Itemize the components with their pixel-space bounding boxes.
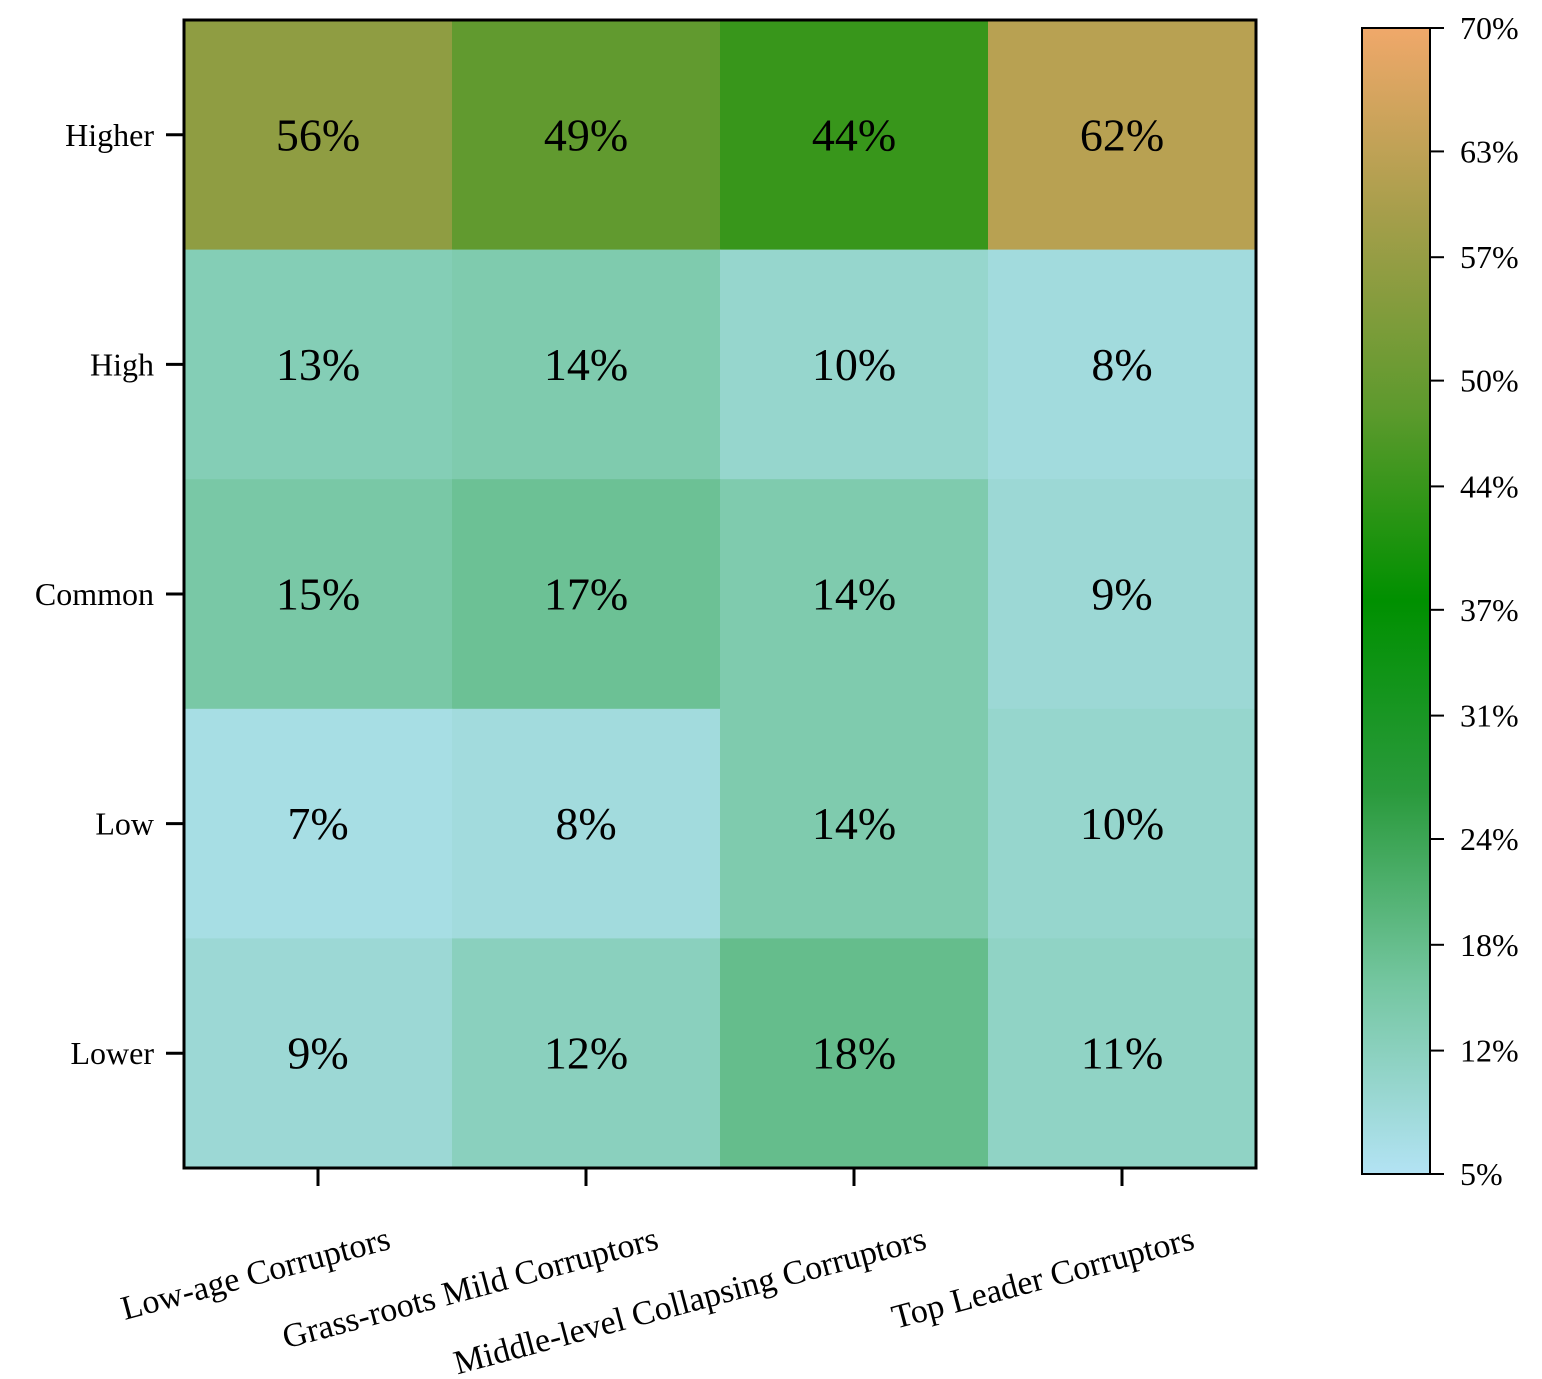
cell-value-label: 17% (544, 569, 628, 620)
colorbar-axis: 5% 12% 18% 24% 31% 37% 44% 50% 57% 63% 70% (1430, 10, 1519, 1192)
cell-value-label: 18% (812, 1028, 896, 1079)
heatmap-cell (720, 708, 989, 939)
heatmap-cell (988, 708, 1257, 939)
cell-value-label: 8% (555, 798, 616, 849)
heatmap-cell (988, 479, 1257, 710)
heatmap-cell (720, 249, 989, 480)
colorbar-tick-label: 12% (1460, 1033, 1519, 1069)
cell-value-label: 8% (1091, 339, 1152, 390)
colorbar-tick-label: 5% (1460, 1156, 1503, 1192)
heatmap-cell (184, 708, 453, 939)
colorbar-tick-label: 31% (1460, 698, 1519, 734)
cell-value-label: 10% (1080, 798, 1164, 849)
cell-value-label: 14% (812, 798, 896, 849)
colorbar-tick-label: 57% (1460, 239, 1519, 275)
colorbar-tick-label: 44% (1460, 468, 1519, 504)
colorbar (1361, 27, 1431, 1175)
y-tick-label: Higher (65, 117, 154, 153)
cell-value-label: 7% (287, 798, 348, 849)
cell-value-label: 15% (276, 569, 360, 620)
cell-value-label: 44% (812, 109, 896, 160)
colorbar-tick-label: 24% (1460, 821, 1519, 857)
colorbar-tick-label: 50% (1460, 363, 1519, 399)
heatmap-cells: 56% 49% 44% 62% 13% 14% 10% 8% 15% 17% 14% 9% 7% 8% 14… (184, 20, 1257, 1169)
y-tick-label: Common (35, 576, 154, 612)
cell-value-label: 11% (1081, 1028, 1164, 1079)
colorbar-tick-label: 18% (1460, 927, 1519, 963)
cell-value-label: 10% (812, 339, 896, 390)
heatmap-cell (720, 938, 989, 1169)
heatmap-cell (988, 20, 1257, 251)
heatmap-cell (720, 479, 989, 710)
colorbar-tick-label: 37% (1460, 592, 1519, 628)
cell-value-label: 13% (276, 339, 360, 390)
heatmap-cell (988, 249, 1257, 480)
heatmap-cell (452, 20, 721, 251)
y-axis: Higher High Common Low Lower (35, 117, 184, 1071)
cell-value-label: 14% (544, 339, 628, 390)
heatmap-cell (452, 479, 721, 710)
colorbar-tick-label: 70% (1460, 10, 1519, 46)
x-tick-label: Middle-level Collapsing Corruptors (450, 1220, 930, 1379)
cell-value-label: 9% (287, 1028, 348, 1079)
heatmap-cell (452, 708, 721, 939)
heatmap-cell (452, 938, 721, 1169)
cell-value-label: 49% (544, 109, 628, 160)
y-tick-label: Low (95, 806, 154, 842)
heatmap-cell (184, 938, 453, 1169)
cell-value-label: 14% (812, 569, 896, 620)
heatmap-cell (720, 20, 989, 251)
cell-value-label: 9% (1091, 569, 1152, 620)
cell-value-label: 62% (1080, 109, 1164, 160)
y-tick-label: Lower (70, 1035, 154, 1071)
heatmap-cell (452, 249, 721, 480)
cell-value-label: 12% (544, 1028, 628, 1079)
heatmap-cell (184, 249, 453, 480)
heatmap-cell (988, 938, 1257, 1169)
y-tick-label: High (90, 346, 154, 382)
heatmap-cell (184, 479, 453, 710)
colorbar-tick-label: 63% (1460, 133, 1519, 169)
heatmap-cell (184, 20, 453, 251)
x-tick-label: Top Leader Corruptors (888, 1220, 1198, 1336)
cell-value-label: 56% (276, 109, 360, 160)
